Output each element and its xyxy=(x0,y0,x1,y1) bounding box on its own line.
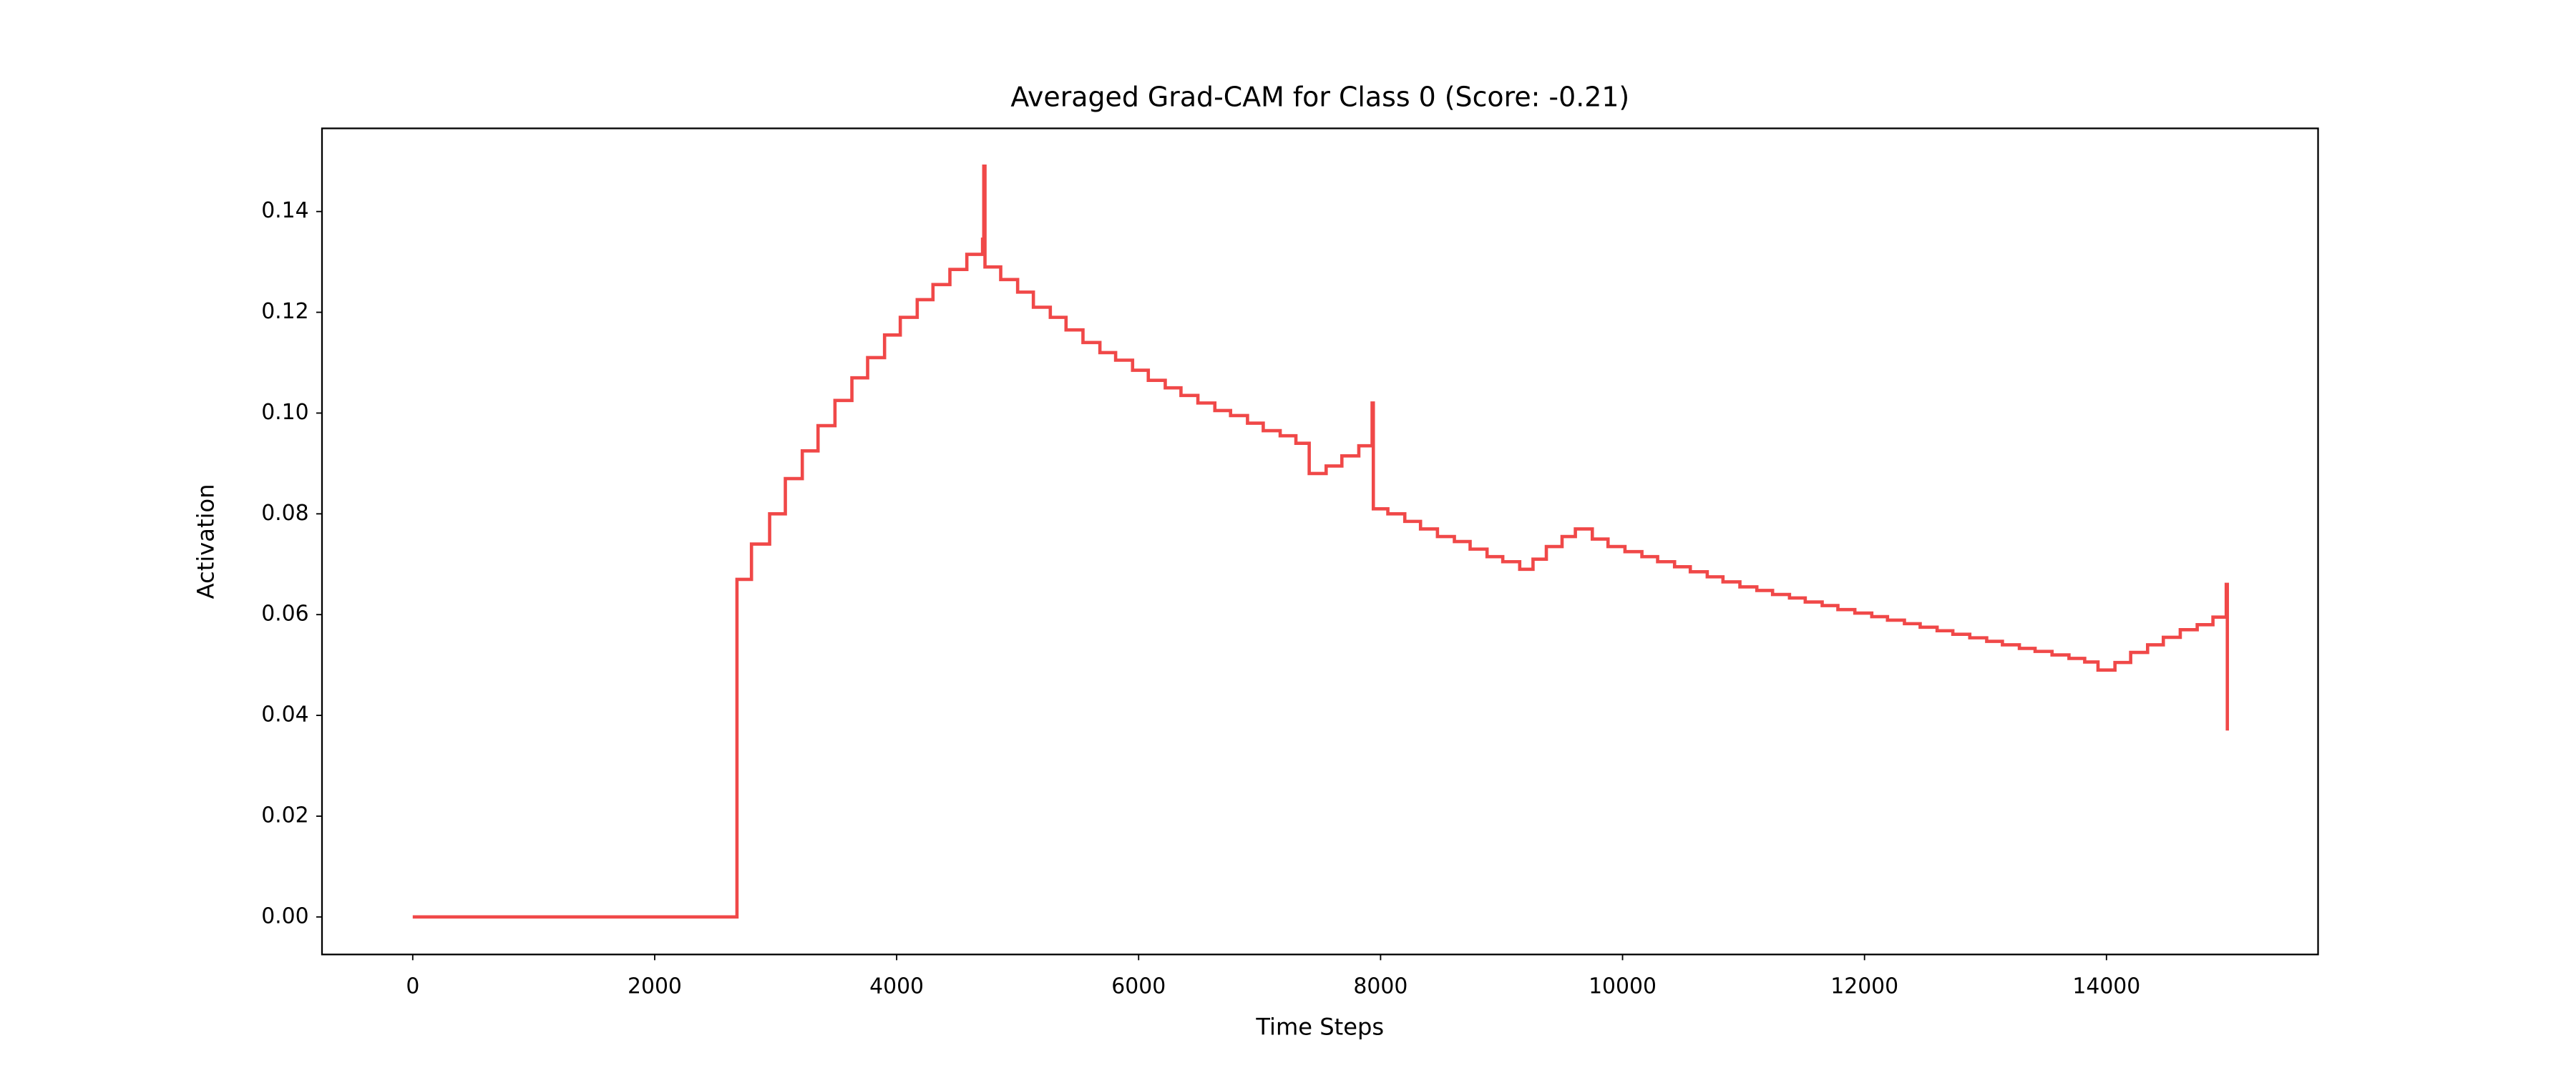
x-axis-label: Time Steps xyxy=(1255,1014,1384,1041)
y-tick-label: 0.12 xyxy=(261,299,308,324)
y-tick-label: 0.00 xyxy=(261,903,308,929)
x-tick-label: 8000 xyxy=(1353,974,1407,999)
y-tick-label: 0.06 xyxy=(261,602,308,627)
y-axis-label: Activation xyxy=(192,484,219,599)
x-tick-label: 12000 xyxy=(1830,974,1898,999)
y-tick-label: 0.08 xyxy=(261,501,308,526)
plot-frame xyxy=(321,127,2319,956)
y-tick-label: 0.10 xyxy=(261,400,308,425)
y-tick-label: 0.02 xyxy=(261,803,308,828)
x-tick-label: 6000 xyxy=(1111,974,1166,999)
x-tick-label: 2000 xyxy=(628,974,682,999)
y-tick-label: 0.04 xyxy=(261,702,308,727)
x-tick-label: 10000 xyxy=(1589,974,1657,999)
chart-title: Averaged Grad-CAM for Class 0 (Score: -0… xyxy=(1010,82,1629,113)
x-tick-label: 0 xyxy=(406,974,419,999)
x-tick-label: 4000 xyxy=(869,974,924,999)
x-tick-label: 14000 xyxy=(2072,974,2140,999)
data-line xyxy=(412,164,2230,919)
y-tick-label: 0.14 xyxy=(261,198,308,223)
